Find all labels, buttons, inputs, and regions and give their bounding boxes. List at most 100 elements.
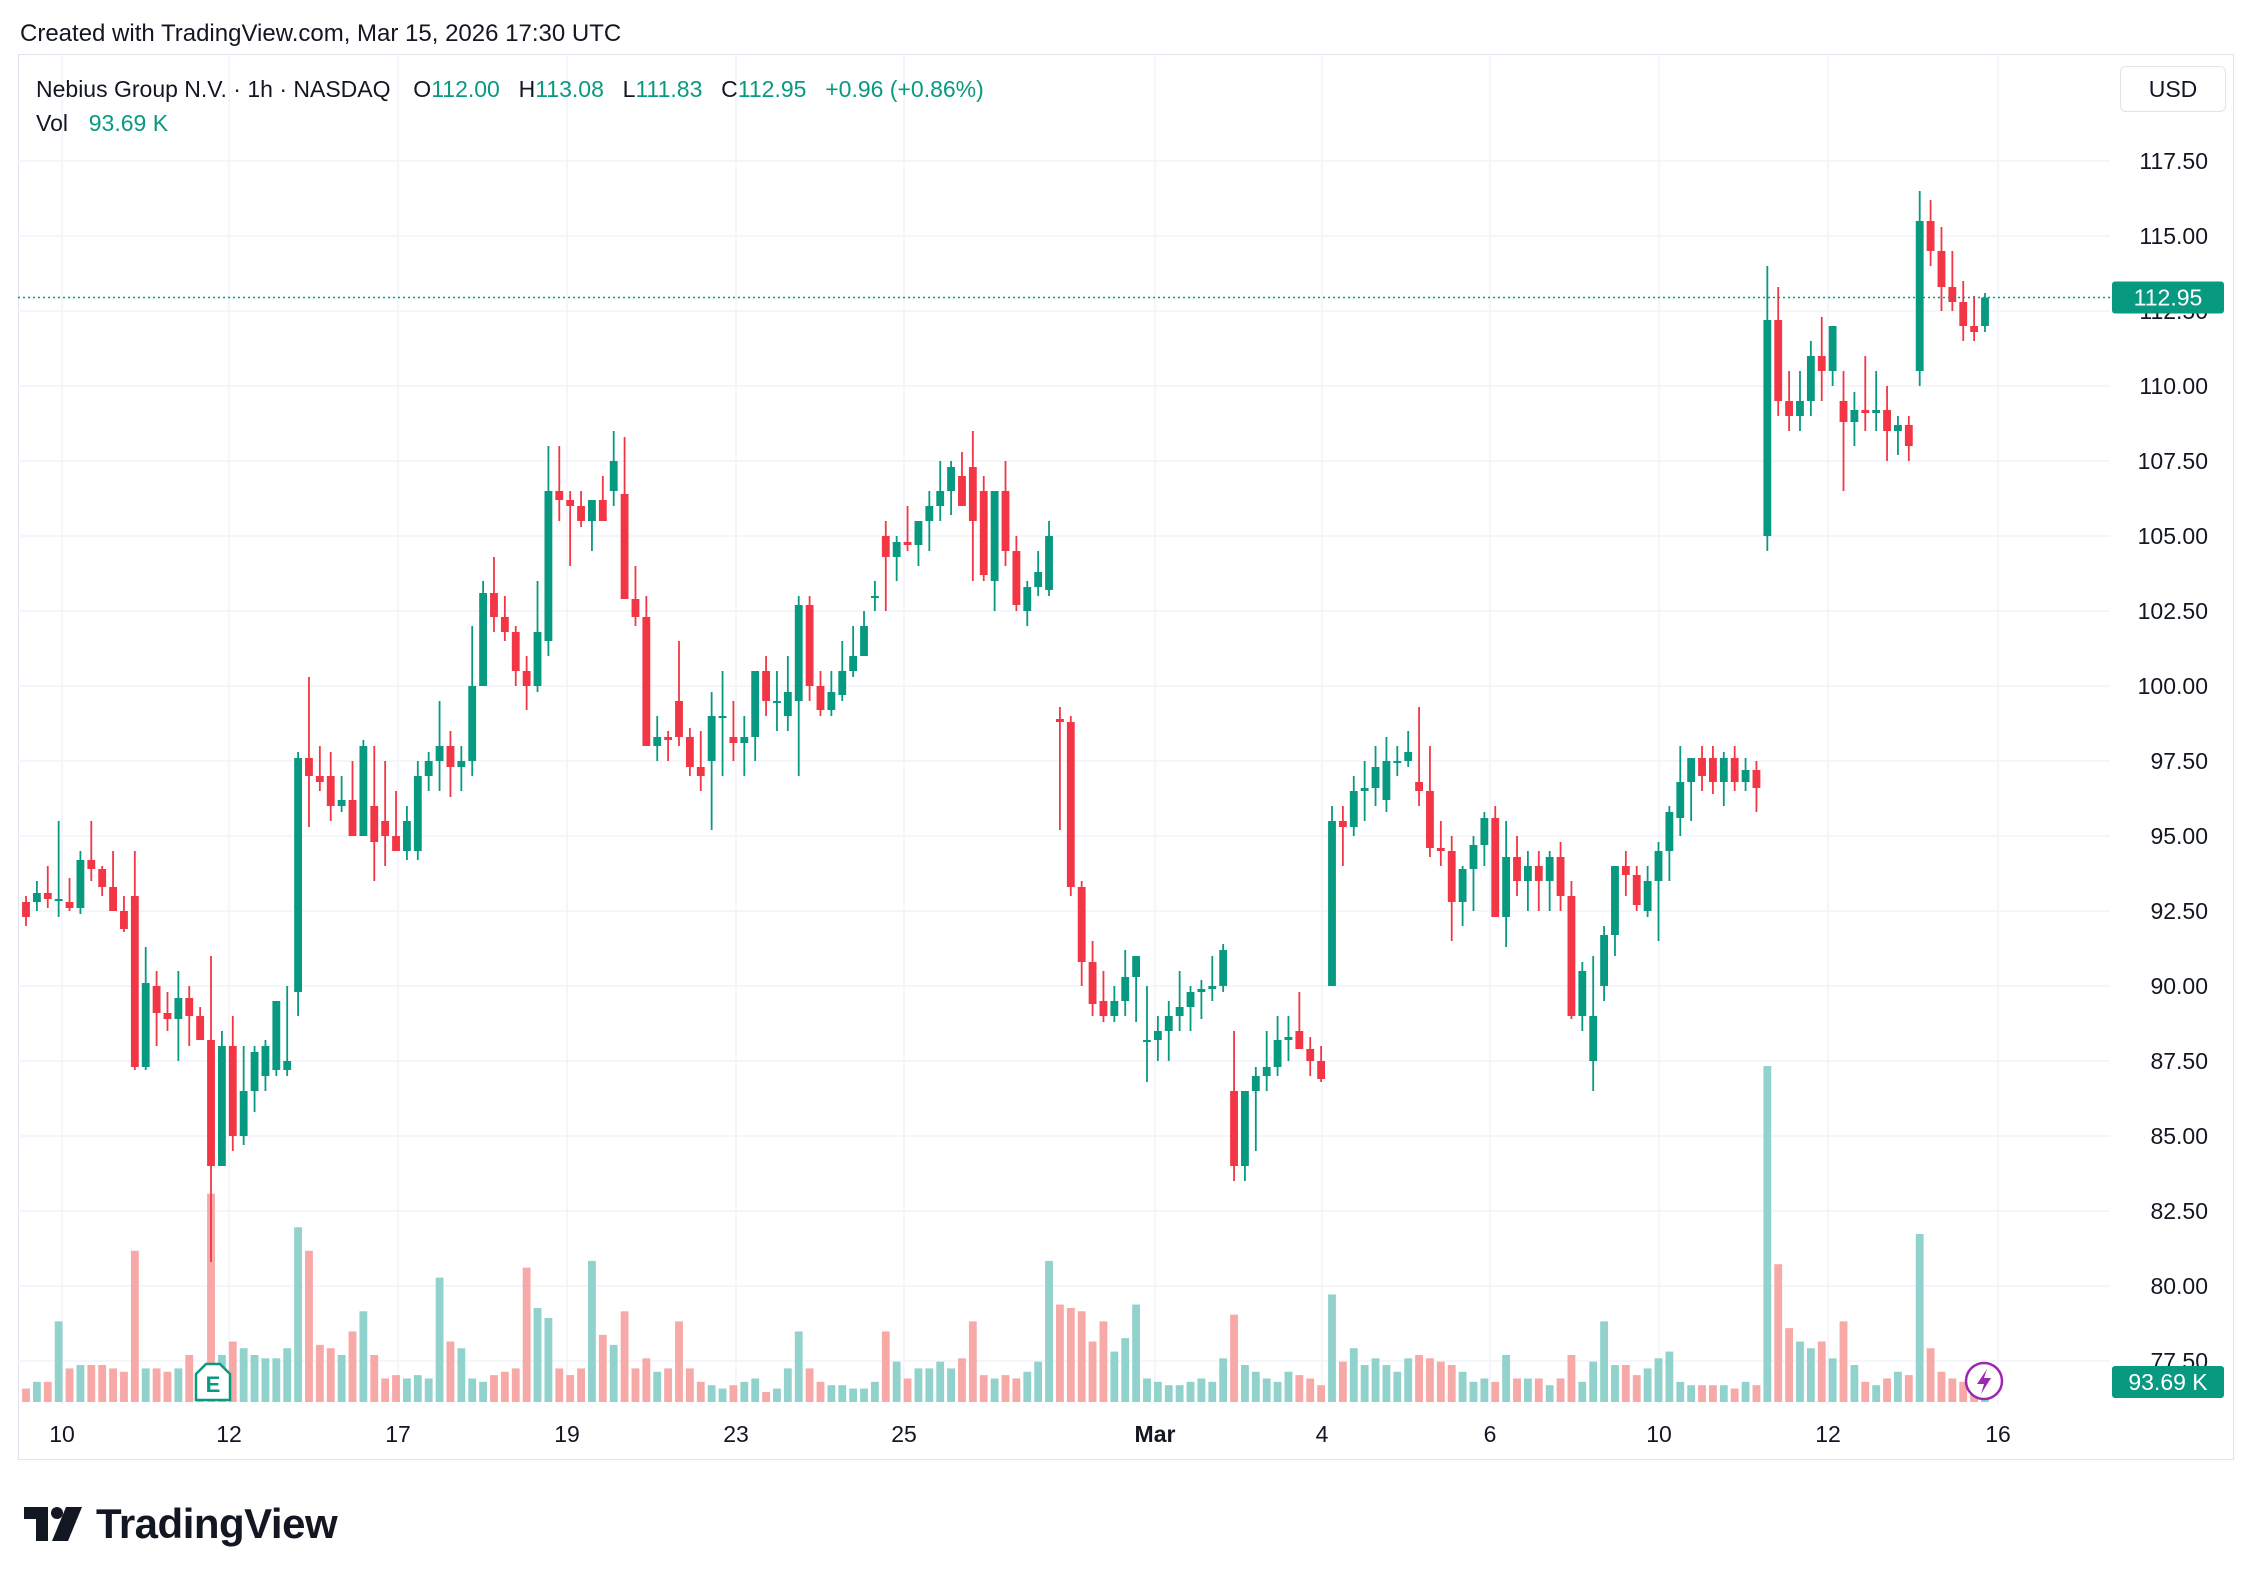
candle[interactable] — [1306, 1037, 1315, 1076]
candle[interactable] — [22, 896, 30, 926]
candle[interactable] — [1241, 1091, 1249, 1181]
candle[interactable] — [881, 521, 890, 611]
candle[interactable] — [1883, 386, 1891, 461]
candle[interactable] — [1502, 821, 1511, 947]
candle[interactable] — [1338, 806, 1347, 866]
candle[interactable] — [1012, 536, 1021, 611]
candle[interactable] — [1632, 866, 1641, 911]
candle[interactable] — [1894, 416, 1902, 455]
candle[interactable] — [305, 677, 313, 827]
candle[interactable] — [1861, 356, 1870, 431]
candle[interactable] — [446, 731, 455, 797]
candle[interactable] — [1023, 581, 1032, 626]
candle[interactable] — [903, 506, 912, 551]
candle[interactable] — [152, 971, 161, 1046]
candle[interactable] — [555, 446, 564, 521]
candle[interactable] — [566, 491, 575, 566]
lightning-icon[interactable] — [1964, 1361, 2004, 1401]
candle[interactable] — [65, 878, 74, 911]
candle[interactable] — [1730, 746, 1739, 791]
candle[interactable] — [272, 1001, 281, 1076]
candle[interactable] — [1426, 746, 1434, 857]
candle[interactable] — [740, 716, 749, 776]
candle[interactable] — [762, 656, 770, 716]
candle[interactable] — [1752, 761, 1761, 812]
candle[interactable] — [794, 596, 803, 776]
candle[interactable] — [1262, 1031, 1271, 1091]
candle[interactable] — [1208, 956, 1217, 1001]
candle[interactable] — [1491, 806, 1500, 917]
currency-button[interactable]: USD — [2120, 66, 2226, 112]
candle[interactable] — [1197, 980, 1206, 1019]
candle[interactable] — [577, 491, 585, 527]
candle[interactable] — [1001, 461, 1010, 566]
candle[interactable] — [163, 992, 172, 1031]
candle[interactable] — [1132, 956, 1141, 1022]
candle[interactable] — [185, 986, 194, 1046]
candle[interactable] — [402, 806, 411, 860]
candle[interactable] — [207, 956, 215, 1262]
candle[interactable] — [1741, 758, 1750, 791]
candle[interactable] — [109, 851, 117, 911]
candle[interactable] — [1469, 836, 1478, 911]
candle[interactable] — [1904, 416, 1913, 461]
candle[interactable] — [1937, 227, 1946, 311]
candle[interactable] — [773, 671, 781, 731]
candle[interactable] — [457, 746, 466, 791]
candle[interactable] — [1687, 758, 1696, 821]
candle[interactable] — [718, 671, 727, 776]
candle[interactable] — [1719, 752, 1728, 806]
candle[interactable] — [468, 626, 477, 776]
candle[interactable] — [1273, 1016, 1282, 1076]
candle[interactable] — [968, 431, 977, 581]
candle[interactable] — [315, 746, 324, 791]
candle[interactable] — [500, 596, 509, 641]
candle[interactable] — [588, 500, 596, 551]
candle[interactable] — [1415, 707, 1423, 806]
candle[interactable] — [729, 701, 738, 761]
tradingview-logo[interactable]: TradingView — [24, 1500, 338, 1548]
candle[interactable] — [1981, 293, 1989, 332]
candle[interactable] — [1110, 986, 1119, 1022]
candle[interactable] — [1959, 281, 1968, 341]
symbol-label[interactable]: Nebius Group N.V. · 1h · NASDAQ — [36, 76, 391, 102]
candle[interactable] — [130, 851, 139, 1070]
candle[interactable] — [43, 866, 52, 908]
candle[interactable] — [958, 452, 966, 506]
candle[interactable] — [1328, 806, 1336, 986]
candle[interactable] — [239, 1046, 248, 1145]
candle[interactable] — [870, 581, 879, 611]
candle[interactable] — [816, 671, 825, 716]
candle[interactable] — [370, 746, 379, 881]
candle[interactable] — [947, 461, 956, 515]
candle[interactable] — [479, 581, 488, 686]
candle[interactable] — [1948, 251, 1957, 311]
candle[interactable] — [294, 752, 303, 1016]
candle[interactable] — [751, 671, 760, 761]
candle[interactable] — [1480, 812, 1489, 866]
candle[interactable] — [1175, 971, 1184, 1031]
candle[interactable] — [1523, 851, 1532, 911]
candle[interactable] — [544, 446, 553, 656]
candle[interactable] — [196, 1007, 205, 1040]
candle[interactable] — [642, 596, 651, 746]
candle[interactable] — [120, 896, 128, 932]
candle[interactable] — [1567, 881, 1576, 1019]
candle[interactable] — [696, 731, 705, 791]
candle[interactable] — [511, 626, 520, 686]
candle[interactable] — [1698, 746, 1706, 791]
candle[interactable] — [1589, 956, 1598, 1091]
candle[interactable] — [1611, 866, 1619, 956]
candle[interactable] — [283, 986, 292, 1076]
candle[interactable] — [1513, 836, 1521, 896]
candle[interactable] — [1371, 746, 1380, 806]
candle[interactable] — [32, 881, 41, 911]
candle[interactable] — [1915, 191, 1924, 386]
candle[interactable] — [1676, 746, 1685, 836]
candle[interactable] — [653, 716, 662, 761]
earnings-event-marker[interactable]: E — [194, 1362, 232, 1402]
candle[interactable] — [326, 752, 335, 821]
candle[interactable] — [1284, 1016, 1293, 1061]
candle[interactable] — [435, 701, 444, 791]
